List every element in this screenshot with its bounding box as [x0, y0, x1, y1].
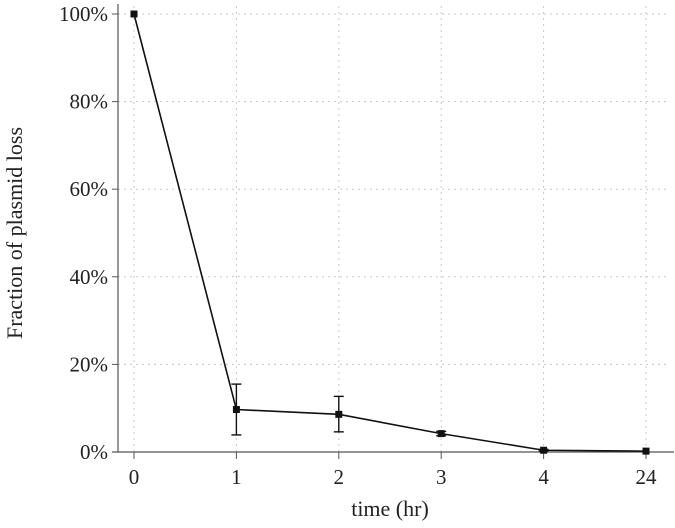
y-tick-label: 40%: [70, 265, 109, 289]
y-tick-label: 60%: [70, 177, 109, 201]
y-tick-label: 0%: [80, 440, 108, 464]
x-tick-label: 24: [636, 465, 658, 489]
data-point: [232, 406, 240, 414]
y-tick-label: 80%: [70, 90, 109, 114]
data-point: [540, 446, 548, 454]
data-point: [437, 430, 445, 438]
axes: 0% 20% 40% 60% 80% 100% 0 1 2 3 4 24: [59, 2, 674, 489]
data-point: [130, 10, 138, 18]
x-tick-label: 1: [231, 465, 242, 489]
x-tick-label: 2: [334, 465, 345, 489]
y-tick-label: 100%: [59, 2, 108, 26]
x-tick-label: 3: [436, 465, 447, 489]
x-axis-label: time (hr): [351, 496, 429, 521]
y-axis-label: Fraction of plasmid loss: [2, 127, 27, 339]
grid: [118, 6, 670, 452]
x-tick-label: 4: [538, 465, 549, 489]
y-tick-label: 20%: [70, 352, 109, 376]
series-line: [133, 13, 647, 452]
x-tick-label: 0: [129, 465, 140, 489]
data-point: [335, 410, 343, 418]
series: [130, 10, 650, 455]
data-point: [642, 447, 650, 455]
